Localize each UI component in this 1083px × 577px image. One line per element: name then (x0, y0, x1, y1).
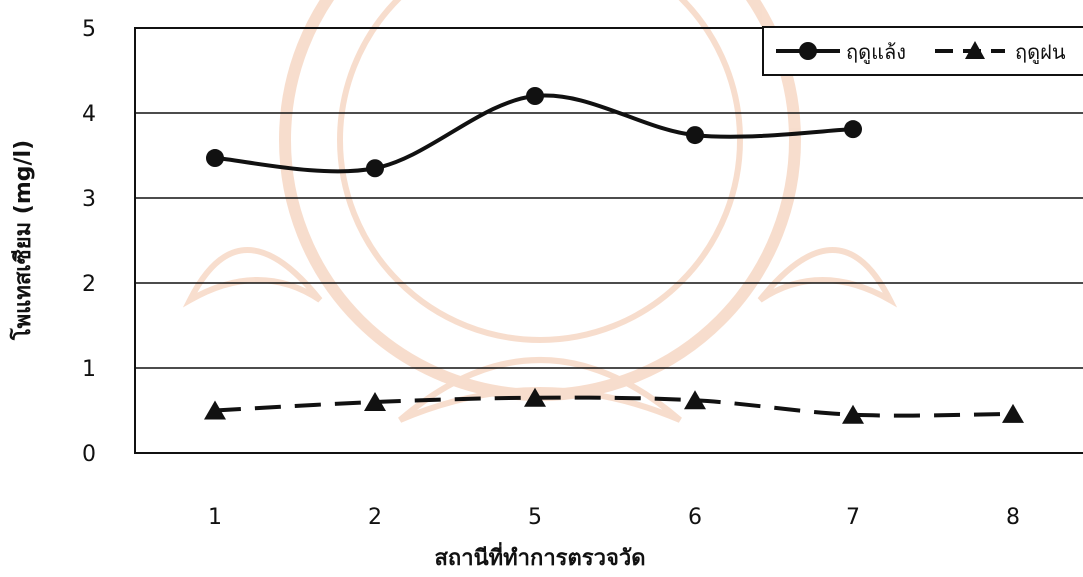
watermark-lotus-left (182, 247, 323, 308)
y-tick-label: 4 (82, 102, 96, 127)
data-point-rainy-season (204, 400, 226, 420)
y-tick-label: 2 (82, 272, 96, 297)
data-point-rainy-season (684, 390, 706, 410)
data-point-rainy-season (842, 404, 864, 424)
data-point-rainy-season (1002, 403, 1024, 423)
y-tick-label: 3 (82, 187, 96, 212)
x-tick-label: 8 (1006, 505, 1020, 530)
x-tick-label: 6 (688, 505, 702, 530)
data-point-dry-season (686, 126, 704, 145)
watermark-inner-ring (337, 0, 743, 343)
y-axis-tick-labels: 0 1 2 3 4 5 (82, 17, 96, 467)
y-axis-title: โพแทสเซียม (mg/l) (9, 140, 36, 341)
data-point-dry-season (206, 149, 224, 168)
legend-dry-season-marker (799, 42, 817, 60)
x-tick-label: 5 (528, 505, 542, 530)
horizontal-gridlines (135, 112, 1083, 369)
legend-rainy-season-label: ฤดูฝน (1015, 40, 1066, 65)
data-point-dry-season (844, 120, 862, 139)
series-rainy-season-line (214, 395, 1014, 418)
data-point-dry-season (526, 87, 544, 105)
watermark-lotus-right (757, 247, 898, 308)
watermark-outer-ring (279, 0, 801, 401)
plot-area-frame (134, 27, 1083, 454)
data-point-rainy-season (524, 387, 546, 407)
legend-dry-season-label: ฤดูแล้ง (846, 40, 906, 65)
series-dry-season-line (214, 93, 854, 174)
legend: ฤดูแล้ง ฤดูฝน (762, 26, 1083, 76)
x-tick-label: 1 (208, 505, 222, 530)
y-tick-label: 5 (82, 17, 96, 42)
x-axis-title: สถานีที่ทำการตรวจวัด (435, 541, 646, 571)
legend-rainy-season-marker (965, 41, 985, 59)
y-tick-label: 0 (82, 442, 96, 467)
x-tick-label: 7 (846, 505, 860, 530)
y-tick-label: 1 (82, 357, 96, 382)
x-axis-tick-labels: 1 2 5 6 7 8 (208, 505, 1020, 530)
watermark-seal (182, 0, 898, 423)
series-layer (204, 87, 1024, 424)
data-point-rainy-season (364, 392, 386, 411)
watermark-lotus-bottom (398, 357, 682, 423)
data-point-dry-season (366, 159, 384, 178)
x-tick-label: 2 (368, 505, 382, 530)
